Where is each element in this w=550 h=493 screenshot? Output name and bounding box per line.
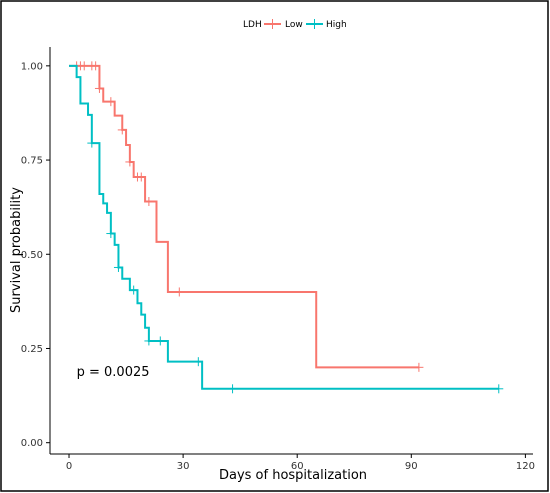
x-tick-label: 0 [66,461,72,472]
curve-low [69,64,419,369]
censor-mark-low [117,125,127,135]
censor-mark-low [144,197,154,207]
y-axis-title: Survival probability [9,187,24,313]
legend-entry-high: High [306,19,347,30]
censor-mark-high [113,262,123,272]
legend: LDH Low High [243,19,347,30]
censor-mark-high [193,357,203,367]
x-tick-label: 120 [516,461,535,472]
x-axis-ticks: 0 30 60 90 120 [66,454,535,472]
y-axis-ticks: 0.00 0.25 0.50 0.75 1.00 [21,61,50,449]
y-tick-label: 0.50 [21,250,43,261]
curve-high [69,64,499,390]
legend-high-label: High [326,20,347,30]
x-tick-label: 30 [177,461,190,472]
censor-mark-high [228,384,238,394]
censor-mark-low [136,172,146,182]
censor-mark-low [79,61,89,71]
legend-entry-low: Low [264,19,303,30]
legend-title: LDH [243,20,262,30]
censor-mark-high [106,229,116,239]
censor-mark-high [155,336,165,346]
p-value-annotation: p = 0.0025 [77,365,150,380]
censor-mark-high [129,285,139,295]
censor-mark-high [144,336,154,346]
censor-mark-low [174,287,184,297]
censor-mark-low [91,61,101,71]
y-tick-label: 1.00 [21,61,43,72]
survival-curves [69,61,504,394]
censor-mark-low [125,157,135,167]
y-tick-label: 0.25 [21,344,43,355]
legend-low-label: Low [285,20,303,30]
censor-mark-low [106,97,116,107]
x-tick-label: 60 [291,461,304,472]
censor-mark-high [494,384,504,394]
censor-mark-low [94,83,104,93]
x-axis-title: Days of hospitalization [219,468,367,483]
censor-mark-low [414,362,424,372]
x-tick-label: 90 [405,461,418,472]
censor-mark-high [87,138,97,148]
y-tick-label: 0.00 [21,438,43,449]
y-tick-label: 0.75 [21,156,43,167]
